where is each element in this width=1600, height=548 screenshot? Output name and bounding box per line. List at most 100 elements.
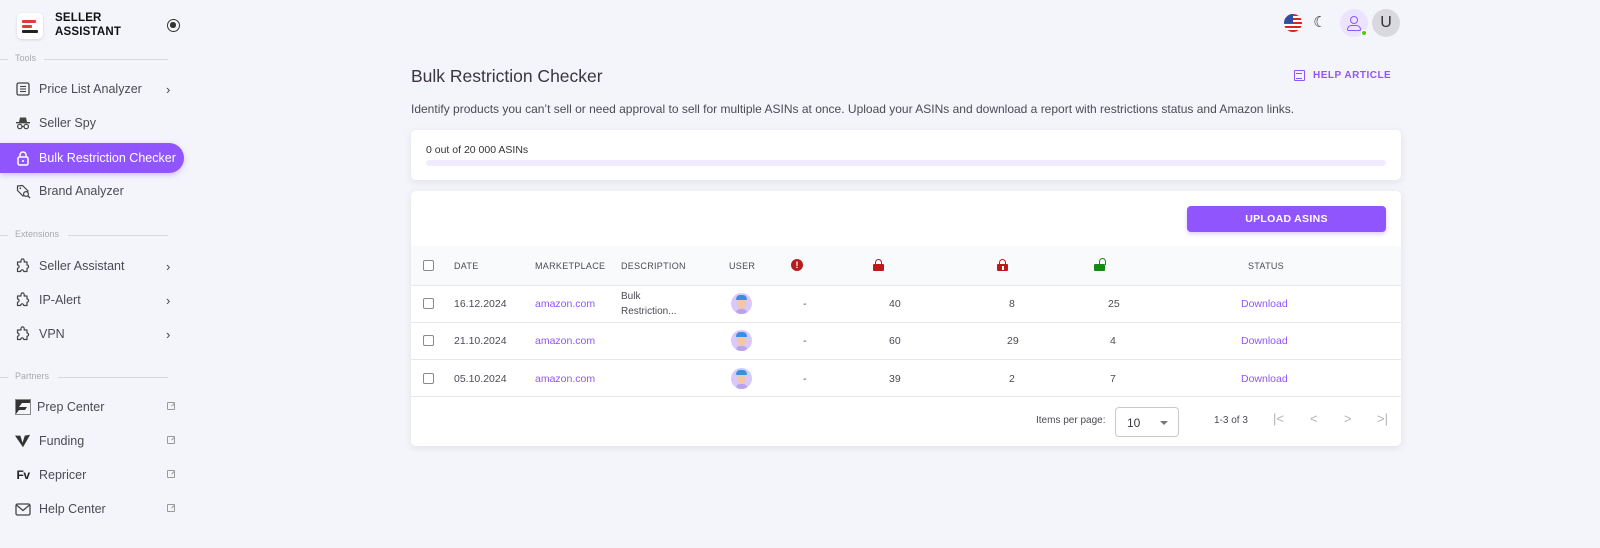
sidebar: SELLER ASSISTANT Tools Price List Analyz…	[0, 0, 184, 548]
sidebar-item-brand-analyzer[interactable]: Brand Analyzer	[0, 176, 184, 206]
brand-line-2: ASSISTANT	[55, 25, 122, 38]
sidebar-item-label: Prep Center	[37, 400, 105, 414]
last-page-button[interactable]: >|	[1377, 411, 1388, 426]
sidebar-item-bulk-restriction-checker[interactable]: Bulk Restriction Checker	[0, 143, 184, 173]
cell-marketplace-link[interactable]: amazon.com	[535, 298, 596, 310]
sidebar-item-price-list-analyzer[interactable]: Price List Analyzer ›	[0, 74, 184, 104]
funding-logo-icon	[15, 433, 31, 449]
puzzle-icon	[15, 292, 31, 308]
download-link[interactable]: Download	[1241, 298, 1288, 310]
cell-unrestricted: 25	[1108, 298, 1120, 310]
cell-approval-required: 8	[1009, 298, 1015, 310]
usage-card: 0 out of 20 000 ASINs	[411, 130, 1401, 180]
brand[interactable]: SELLER ASSISTANT	[17, 12, 121, 39]
column-header-user[interactable]: USER	[729, 261, 756, 271]
row-checkbox[interactable]	[423, 373, 434, 384]
external-link-icon	[167, 470, 175, 478]
sidebar-item-funding[interactable]: Funding	[0, 426, 184, 456]
sidebar-item-label: Bulk Restriction Checker	[39, 151, 176, 165]
download-link[interactable]: Download	[1241, 335, 1288, 347]
cell-approval-required: 29	[1007, 335, 1019, 347]
sidebar-pin-icon[interactable]	[167, 19, 180, 32]
row-checkbox[interactable]	[423, 298, 434, 309]
puzzle-icon	[15, 326, 31, 342]
upload-asins-button[interactable]: UPLOAD ASINS	[1187, 206, 1386, 232]
approval-required-lock-icon	[997, 259, 1008, 271]
puzzle-icon	[15, 258, 31, 274]
sidebar-item-help-center[interactable]: Help Center	[0, 494, 184, 524]
cell-unrestricted: 7	[1110, 373, 1116, 385]
chevron-right-icon: ›	[166, 82, 171, 97]
cell-errors: -	[803, 335, 807, 347]
account-button[interactable]	[1340, 9, 1368, 37]
table-row: 16.12.2024 amazon.com Bulk Restriction..…	[411, 286, 1401, 323]
user-avatar	[731, 293, 752, 314]
avatar[interactable]: U	[1372, 9, 1400, 37]
help-article-label: HELP ARTICLE	[1313, 70, 1392, 81]
tag-search-icon	[15, 183, 31, 199]
sidebar-item-repricer[interactable]: Fv Repricer	[0, 460, 184, 490]
online-status-dot	[1361, 30, 1367, 36]
sidebar-item-seller-spy[interactable]: Seller Spy	[0, 108, 184, 138]
usage-progress-bar	[426, 160, 1386, 166]
cell-errors: -	[803, 373, 807, 385]
previous-page-button[interactable]: <	[1310, 411, 1318, 426]
table-row: 21.10.2024 amazon.com - 60 29 4 Download	[411, 323, 1401, 360]
article-icon	[1294, 70, 1305, 81]
page-title: Bulk Restriction Checker	[411, 66, 603, 86]
mail-icon	[15, 501, 31, 517]
sidebar-item-label: Price List Analyzer	[39, 82, 142, 96]
repricer-logo-icon: Fv	[16, 468, 30, 482]
column-header-status[interactable]: STATUS	[1248, 261, 1284, 271]
user-avatar	[731, 330, 752, 351]
next-page-button[interactable]: >	[1344, 411, 1352, 426]
sidebar-item-ip-alert[interactable]: IP-Alert ›	[0, 285, 184, 315]
pagination: Items per page: 10 1-3 of 3 |< < > >|	[411, 391, 1401, 446]
section-label-partners: Partners	[0, 371, 168, 383]
sidebar-item-label: Repricer	[39, 468, 87, 482]
history-table-card: UPLOAD ASINS DATE MARKETPLACE DESCRIPTIO…	[411, 191, 1401, 446]
column-header-marketplace[interactable]: MARKETPLACE	[535, 261, 606, 271]
caret-down-icon	[1160, 421, 1168, 425]
prep-center-logo-icon	[15, 399, 31, 415]
column-header-date[interactable]: DATE	[454, 261, 479, 271]
table-header: DATE MARKETPLACE DESCRIPTION USER ! STAT…	[411, 246, 1401, 286]
download-link[interactable]: Download	[1241, 373, 1288, 385]
page-range: 1-3 of 3	[1214, 415, 1248, 426]
cell-restricted: 60	[889, 335, 901, 347]
sidebar-item-label: Funding	[39, 434, 85, 448]
sidebar-item-label: IP-Alert	[39, 293, 81, 307]
brand-logo-icon	[17, 12, 43, 39]
chevron-right-icon: ›	[166, 327, 171, 342]
external-link-icon	[167, 402, 175, 410]
cell-marketplace-link[interactable]: amazon.com	[535, 373, 596, 385]
cell-description: Bulk Restriction...	[621, 291, 677, 317]
table-row: 05.10.2024 amazon.com - 39 2 7 Download	[411, 360, 1401, 397]
cell-restricted: 40	[889, 298, 901, 310]
section-label-extensions: Extensions	[0, 229, 168, 241]
cell-unrestricted: 4	[1110, 335, 1116, 347]
column-header-description[interactable]: DESCRIPTION	[621, 261, 686, 271]
cell-restricted: 39	[889, 373, 901, 385]
brand-line-1: SELLER	[55, 12, 102, 24]
spy-icon	[15, 115, 31, 131]
items-per-page-select[interactable]: 10	[1115, 407, 1179, 437]
row-checkbox[interactable]	[423, 335, 434, 346]
list-icon	[15, 81, 31, 97]
sidebar-item-prep-center[interactable]: Prep Center	[0, 392, 184, 422]
sidebar-item-label: Seller Spy	[39, 116, 96, 130]
us-flag-icon[interactable]	[1284, 14, 1302, 32]
cell-marketplace-link[interactable]: amazon.com	[535, 335, 596, 347]
user-icon	[1350, 16, 1358, 24]
first-page-button[interactable]: |<	[1273, 411, 1284, 426]
lock-icon	[15, 150, 31, 166]
moon-icon[interactable]: ☾	[1313, 14, 1327, 31]
sidebar-item-seller-assistant[interactable]: Seller Assistant ›	[0, 251, 184, 281]
help-article-link[interactable]: HELP ARTICLE	[1294, 70, 1391, 81]
sidebar-item-vpn[interactable]: VPN ›	[0, 319, 184, 349]
cell-errors: -	[803, 298, 807, 310]
unrestricted-unlock-icon	[1094, 258, 1106, 271]
select-all-checkbox[interactable]	[423, 260, 434, 271]
external-link-icon	[167, 436, 175, 444]
cell-date: 05.10.2024	[454, 373, 507, 385]
